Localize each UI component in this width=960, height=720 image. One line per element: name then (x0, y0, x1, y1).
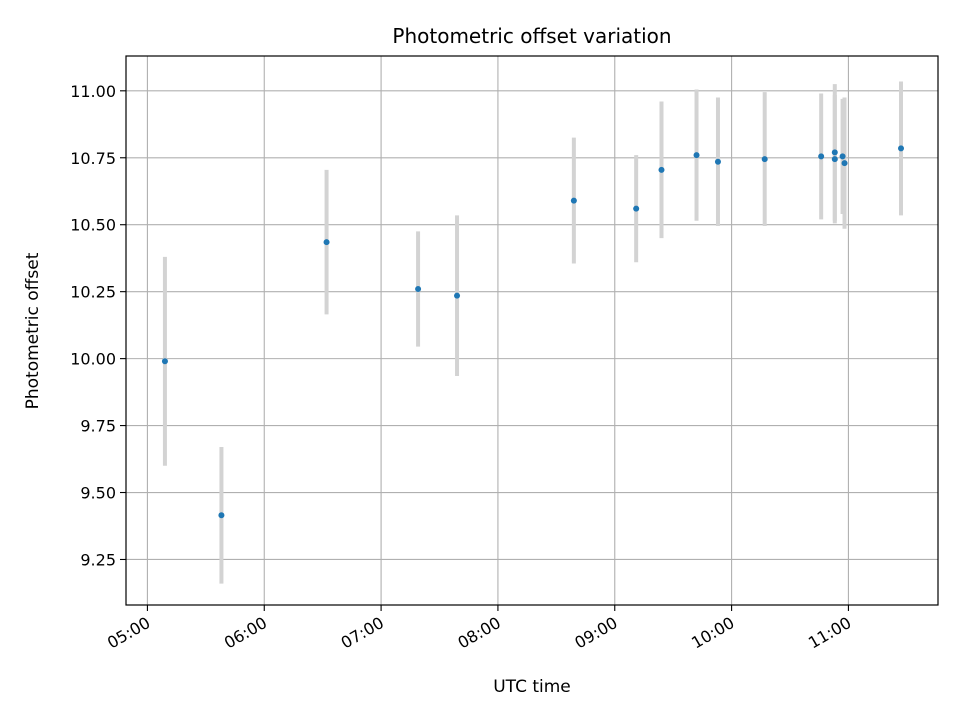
y-tick-label: 10.25 (70, 283, 116, 302)
data-point (161, 358, 168, 365)
data-point (831, 149, 838, 156)
y-tick-label: 10.75 (70, 149, 116, 168)
data-point (454, 292, 461, 299)
y-tick-label: 9.25 (80, 550, 116, 569)
data-points (161, 145, 905, 519)
data-point (841, 160, 848, 167)
data-point (658, 166, 665, 173)
chart-title: Photometric offset variation (392, 24, 671, 48)
y-tick-label: 9.50 (80, 484, 116, 503)
data-point (898, 145, 905, 152)
data-point (693, 152, 700, 159)
data-point (818, 153, 825, 160)
y-axis: 9.25 9.50 9.75 10.00 10.25 10.50 10.75 11.00 (70, 82, 126, 569)
data-point (831, 156, 838, 163)
y-tick-label: 9.75 (80, 417, 116, 436)
data-point (218, 512, 225, 519)
data-point (323, 239, 330, 246)
data-point (633, 205, 640, 212)
y-tick-label: 10.00 (70, 350, 116, 369)
data-point (839, 153, 846, 160)
x-axis-label: UTC time (493, 677, 571, 697)
y-tick-label: 10.50 (70, 216, 116, 235)
data-point (415, 285, 422, 292)
data-point (714, 158, 721, 165)
data-point (761, 156, 768, 163)
plot-frame (125, 55, 939, 606)
y-axis-label: Photometric offset (23, 252, 43, 409)
grid (126, 56, 938, 605)
data-point (570, 197, 577, 204)
y-tick-label: 11.00 (70, 82, 116, 101)
